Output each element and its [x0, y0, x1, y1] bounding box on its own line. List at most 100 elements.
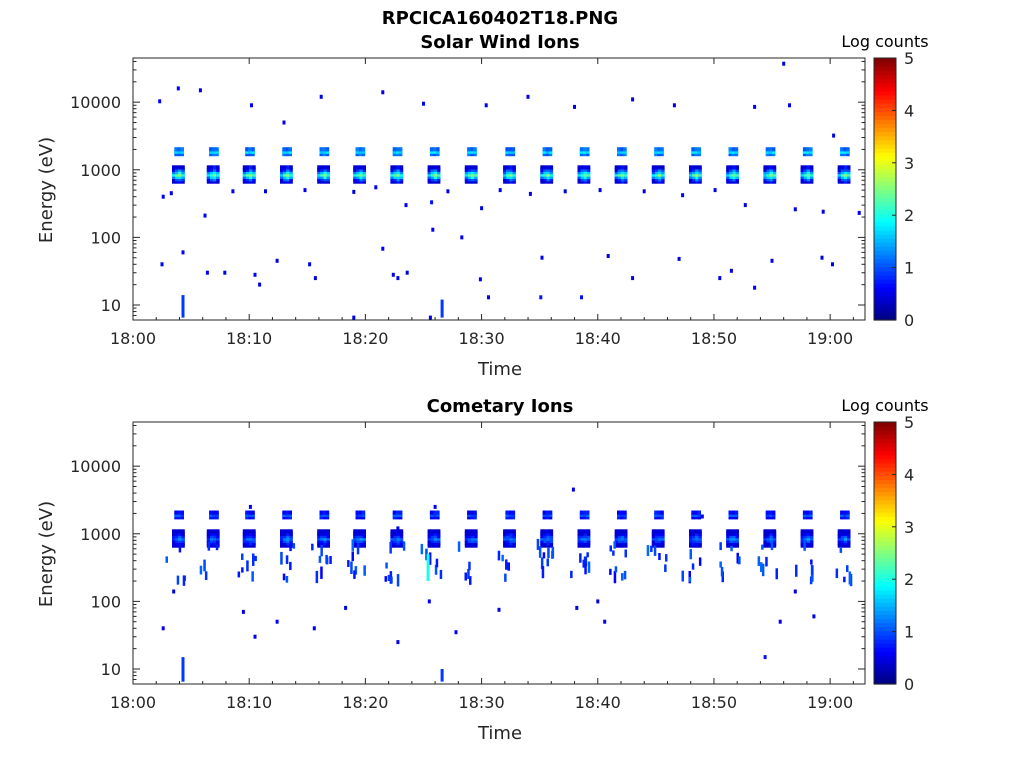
colorbar-segment — [874, 475, 896, 480]
peak-cell — [658, 538, 662, 543]
colorbar-segment — [874, 283, 896, 288]
peak-cell — [249, 529, 253, 534]
colorbar-segment — [874, 577, 896, 583]
spectrogram-plot-area: 18:00 18:10 18:20 18:30 18:40 18:50 19:0010100… — [70, 49, 914, 348]
secondary-peak-cell — [582, 147, 587, 152]
spread-cell — [848, 571, 852, 585]
peak-cell — [326, 529, 330, 534]
peak-cell — [624, 179, 628, 184]
peak-cell — [503, 179, 507, 184]
peak-cell — [320, 531, 324, 536]
scatter-cell — [313, 276, 317, 281]
peak-cell — [651, 172, 656, 177]
peak-cell — [806, 177, 811, 182]
scatter-cell — [539, 295, 543, 300]
peak-cell — [242, 177, 247, 182]
peak-cell — [692, 172, 696, 177]
secondary-peak-cell — [654, 152, 658, 157]
scatter-cell — [580, 295, 583, 300]
scatter-cell — [598, 188, 602, 193]
y-tick-label: 10000 — [70, 93, 121, 112]
peak-cell — [810, 174, 814, 179]
secondary-peak-cell — [212, 152, 216, 157]
secondary-peak-cell — [288, 510, 292, 515]
scatter-cell — [753, 285, 757, 290]
peak-cell — [651, 536, 656, 541]
secondary-peak-cell — [840, 510, 844, 515]
secondary-peak-cell — [470, 149, 474, 154]
secondary-peak-cell — [623, 510, 627, 515]
secondary-peak-cell — [180, 512, 184, 517]
peak-cell — [735, 541, 739, 546]
peak-cell — [474, 543, 478, 548]
secondary-peak-cell — [840, 512, 844, 517]
secondary-peak-cell — [840, 149, 844, 154]
peak-cell — [658, 170, 662, 175]
peak-cell — [178, 531, 182, 536]
peak-cell — [286, 167, 290, 172]
colorbar-segment — [874, 487, 896, 493]
secondary-peak-cell — [282, 152, 286, 157]
secondary-peak-cell — [623, 515, 627, 520]
peak-cell — [658, 536, 662, 541]
secondary-peak-cell — [691, 515, 695, 520]
peak-cell — [175, 167, 179, 172]
secondary-peak-cell — [548, 149, 553, 154]
peak-cell — [729, 531, 733, 536]
peak-cell — [620, 529, 625, 534]
peak-cell — [803, 174, 808, 179]
spread-cell — [664, 564, 667, 573]
peak-cell — [689, 543, 693, 548]
spread-cell — [434, 564, 438, 575]
scatter-cell — [176, 86, 180, 91]
peak-cell — [651, 179, 656, 184]
peak-cell — [427, 531, 431, 536]
peak-cell — [178, 179, 182, 184]
spread-cell — [292, 543, 296, 549]
spread-cell — [215, 544, 219, 551]
peak-cell — [433, 170, 438, 175]
peak-cell — [506, 531, 510, 536]
peak-cell — [689, 174, 693, 179]
peak-cell — [464, 541, 469, 546]
colorbar-segment — [874, 585, 896, 591]
peak-cell — [729, 538, 733, 543]
peak-cell — [390, 529, 394, 534]
peak-cell — [698, 179, 702, 184]
secondary-peak-cell — [355, 515, 359, 520]
peak-cell — [735, 177, 739, 182]
peak-cell — [430, 531, 435, 536]
peak-cell — [512, 529, 516, 534]
peak-cell — [810, 541, 814, 546]
peak-cell — [283, 538, 287, 543]
peak-cell — [286, 543, 290, 548]
secondary-peak-cell — [802, 147, 807, 152]
peak-cell — [467, 165, 472, 170]
peak-cell — [543, 167, 547, 172]
peak-cell — [506, 174, 510, 179]
peak-cell — [359, 172, 363, 177]
peak-cell — [806, 541, 811, 546]
scatter-cell — [677, 256, 681, 261]
peak-cell — [624, 538, 628, 543]
secondary-peak-cell — [579, 147, 584, 152]
peak-cell — [471, 538, 475, 543]
peak-cell — [359, 536, 363, 541]
scatter-cell — [631, 276, 635, 281]
peak-cell — [698, 536, 702, 541]
peak-cell — [506, 538, 510, 543]
streak-cell — [426, 554, 430, 581]
peak-cell — [732, 174, 736, 179]
spread-cell — [614, 566, 618, 573]
peak-cell — [326, 531, 330, 536]
spectrogram-plot-area: 18:00 18:10 18:20 18:30 18:40 18:50 19:0010100… — [70, 413, 914, 712]
y-tick-label: 10 — [101, 660, 121, 679]
spread-cell — [623, 570, 627, 580]
peak-cell — [847, 167, 851, 172]
colorbar-segment — [874, 250, 896, 256]
peak-cell — [624, 172, 628, 177]
peak-cell — [362, 543, 366, 548]
peak-cell — [810, 167, 814, 172]
peak-cell — [356, 167, 360, 172]
peak-cell — [362, 167, 366, 172]
